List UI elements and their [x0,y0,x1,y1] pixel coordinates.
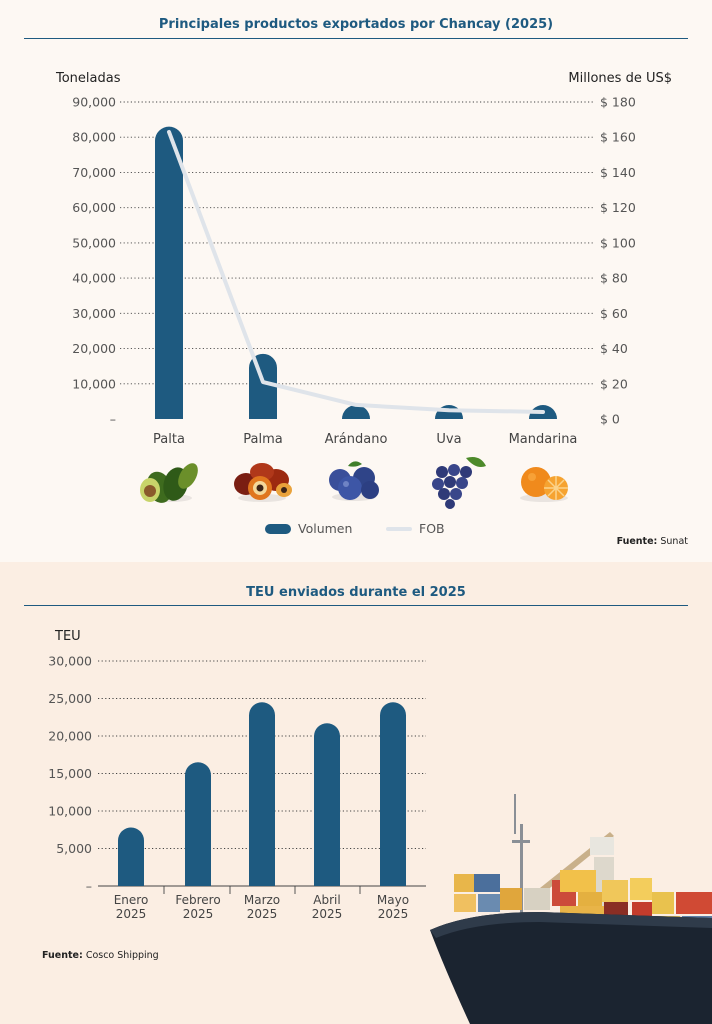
mandarin-icon [520,467,568,502]
bar-teu-4 [380,702,406,886]
chart1-source: Fuente: Sunat [617,536,688,547]
teu-tick-label: 10,000 [48,804,92,819]
left-tick-label: 60,000 [72,200,116,215]
chart2-title-rule [24,605,688,606]
month-label-line1: Febrero [175,893,220,907]
month-label-line2: 2025 [378,907,409,921]
palm-fruit-icon [234,463,292,502]
right-tick-label: $ 120 [600,200,636,215]
legend-fob-swatch [386,527,412,531]
month-label: Marzo 2025 [244,893,280,921]
left-tick-label: 40,000 [72,271,116,286]
left-tick-label: 90,000 [72,95,116,110]
teu-tick-label: 20,000 [48,729,92,744]
left-tick-label: 80,000 [72,130,116,145]
chart2-source-label: Fuente: [42,950,83,961]
left-tick-label: 20,000 [72,341,116,356]
bar-volume-palta [155,126,183,420]
month-label-line1: Mayo [377,893,409,907]
grape-icon [432,457,486,509]
chart1-source-label: Fuente: [616,536,658,547]
month-label: Mayo 2025 [377,893,409,921]
month-label: Abril 2025 [312,893,343,921]
chart2-source-value: Cosco Shipping [85,950,159,961]
right-tick-label: $ 60 [600,306,628,321]
category-label: Palta [153,432,185,447]
bar-teu-1 [185,762,211,886]
teu-tick-label: 30,000 [48,654,92,669]
bar-teu-2 [249,702,275,886]
month-label-line2: 2025 [312,907,343,921]
chart1-legend: Volumen FOB [265,521,445,536]
category-label: Palma [243,432,282,447]
bar-teu-0 [118,827,144,886]
left-tick-label: 10,000 [72,376,116,391]
right-tick-label: $ 180 [600,95,636,110]
teu-tick-label: 25,000 [48,691,92,706]
month-label: Enero 2025 [114,893,149,921]
bar-volume-arándano [342,405,370,419]
left-tick-label: 70,000 [72,165,116,180]
chart2-title: TEU enviados durante el 2025 [246,585,466,600]
teu-tick-label: 15,000 [48,766,92,781]
bar-teu-3 [314,723,340,886]
category-label: Arándano [325,432,388,447]
right-tick-label: $ 20 [600,376,628,391]
month-label-line1: Enero [114,893,149,907]
month-label: Febrero 2025 [175,893,220,921]
right-tick-label: $ 140 [600,165,636,180]
month-label-line2: 2025 [116,907,147,921]
chart1-source-value: Sunat [660,536,688,547]
category-label: Uva [436,432,461,447]
chart2-source: Fuente: Cosco Shipping [42,950,159,961]
month-label-line1: Abril [313,893,340,907]
right-tick-label: $ 80 [600,271,628,286]
month-label-line2: 2025 [247,907,278,921]
right-tick-label: $ 160 [600,130,636,145]
teu-tick-label: 5,000 [56,841,92,856]
bar-volume-palma [249,353,277,419]
chart1-title: Principales productos exportados por Cha… [158,17,554,32]
container-ship-icon [430,794,712,1024]
month-label-line1: Marzo [244,893,280,907]
legend-volume-label: Volumen [298,521,352,536]
category-label: Mandarina [509,432,578,447]
teu-axis-label: TEU [54,629,81,644]
avocado-icon [140,463,198,503]
fob-line [167,129,545,414]
month-label-line2: 2025 [183,907,214,921]
teu-tick-label: – [86,879,92,894]
right-tick-label: $ 0 [600,412,620,427]
left-axis-label: Toneladas [55,71,121,86]
chart1-title-rule [24,38,688,39]
export-products-panel: Principales productos exportados por Cha… [0,0,712,562]
left-tick-label: 30,000 [72,306,116,321]
right-tick-label: $ 100 [600,235,636,250]
right-axis-label: Millones de US$ [568,71,672,86]
left-tick-label: 50,000 [72,235,116,250]
legend-fob-label: FOB [419,521,445,536]
teu-panel: TEU enviados durante el 2025 TEU – 5,000 1… [0,562,712,1024]
legend-volume-swatch [265,524,291,534]
left-tick-label: – [110,412,116,427]
chart2-svg: TEU – 5,000 10,000 15,000 20,000 25,000 30,000… [48,629,712,1024]
chart1-svg: Toneladas Millones de US$ – 10,000 20,000 3… [55,71,672,536]
blueberry-icon [329,461,379,501]
right-tick-label: $ 40 [600,341,628,356]
